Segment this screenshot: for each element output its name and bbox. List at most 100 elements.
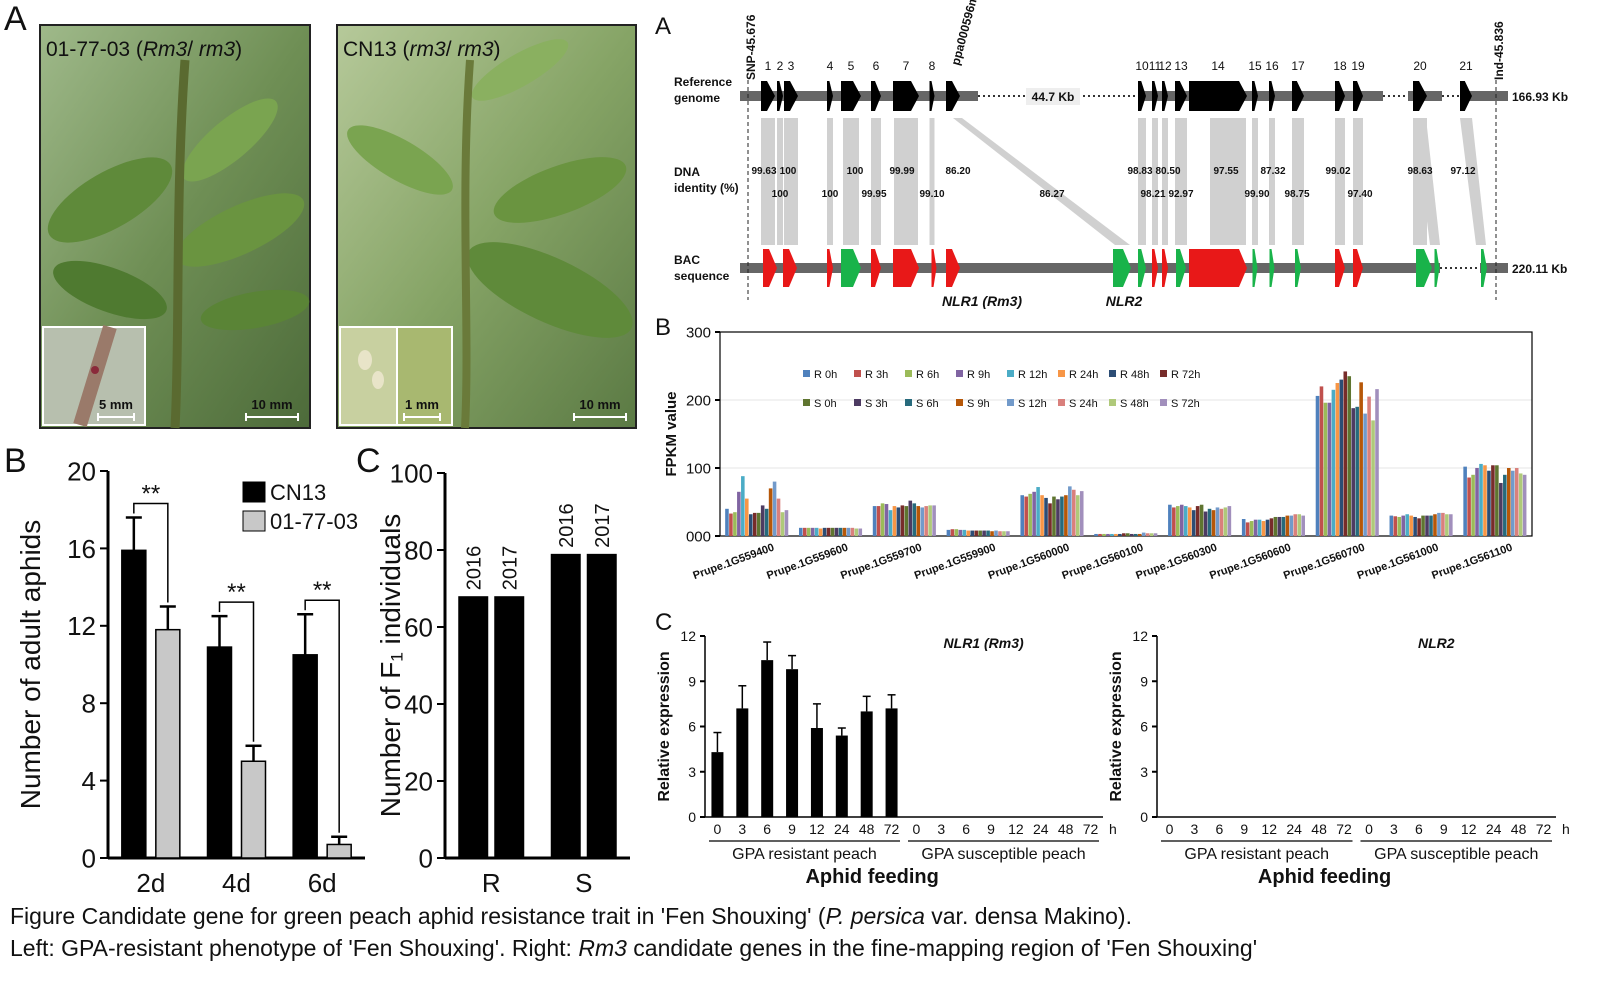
bar [896,507,901,536]
photo [336,24,637,429]
bar [1114,533,1118,536]
photo-label: CN13 (rm3/ rm3) [343,38,501,61]
bar [1401,515,1406,536]
legend-label: R 3h [865,369,888,381]
caption-line-part: P. persica [826,903,925,929]
bar [292,654,318,859]
x-tick-label: 72 [1336,821,1352,837]
bar [1227,506,1232,536]
bar [1503,474,1507,536]
x-tick-label: 6 [763,821,771,837]
bar [1359,382,1363,536]
legend-swatch [242,510,266,532]
bar [1056,499,1060,536]
x-tick-label: 12 [1261,821,1277,837]
bar [1285,515,1290,536]
bar [733,512,737,536]
bar [1413,516,1417,536]
bar [1223,507,1228,536]
panel-label: C [655,609,672,636]
bar [1002,531,1006,536]
identity-band [1292,118,1304,245]
bar [1343,371,1348,536]
bar [1479,463,1483,536]
bar [1417,518,1421,536]
gene-label: 11 [1149,59,1162,73]
gene [1189,249,1247,287]
gene [783,249,797,287]
identity-label: 92.97 [1168,189,1193,200]
panel-label: C [356,442,381,480]
caption-line: Figure Candidate gene for green peach ap… [10,903,1132,929]
gene-name: NLR2 [1106,293,1143,309]
bar [908,500,913,536]
identity-label: 99.63 [751,166,776,177]
legend-swatch [1109,370,1116,377]
caption-line-part: var. densa Makino). [925,903,1132,929]
x-tick-label: 0 [913,821,921,837]
caption-line: Left: GPA-resistant phenotype of 'Fen Sh… [10,935,1257,961]
caption-line-part: Left: GPA-resistant phenotype of 'Fen Sh… [10,935,578,961]
gene [1152,81,1158,111]
x-axis-label: Aphid feeding [805,866,938,888]
bar [240,760,267,859]
track-label: BAC [674,253,700,267]
gene [893,81,919,111]
gene [763,249,777,287]
gene-label: 13 [1174,59,1188,73]
panel-label: B [655,314,671,341]
legend-label: R 6h [916,369,939,381]
identity-band [1353,118,1363,245]
gene [1481,249,1487,287]
legend-swatch [1007,370,1014,377]
bar [1405,514,1409,536]
identity-band [784,118,798,245]
gene [784,81,798,111]
bar [885,708,898,817]
gene-label: 2 [777,59,784,73]
gene-label: 15 [1248,59,1262,73]
bar [1141,532,1146,536]
x-tick-label: 72 [1083,821,1099,837]
x-tick-label: 48 [859,821,875,837]
gene [1353,81,1363,111]
bar [932,505,936,536]
bar-label: 2016 [463,546,485,591]
gene-label: 12 [1158,59,1172,73]
group-label: GPA susceptible peach [921,846,1085,863]
bar [1467,477,1471,536]
y-tick-label: 12 [67,611,96,641]
legend-label: 01-77-03 [270,509,358,534]
y-axis-label: Relative expression [1108,651,1125,801]
gene [1252,81,1258,111]
scale-bar-label: 10 mm [579,397,620,412]
bar [1195,506,1200,536]
identity-band [827,118,833,245]
legend-label: R 24h [1069,369,1098,381]
bar [1110,533,1114,536]
y-tick-label: 4 [82,766,96,796]
bar [1219,508,1224,536]
gene-label: 4 [827,59,834,73]
gene [1460,81,1472,111]
bar [1020,495,1025,536]
photo-label-part: / [446,38,458,61]
y-tick-label: 3 [1140,764,1148,780]
bar [1429,515,1433,536]
x-tick-label: 0 [1166,821,1174,837]
bar [1495,465,1499,536]
identity-label: 80.50 [1155,166,1180,177]
bar [826,527,831,536]
bar [1094,533,1098,536]
legend-label: S 0h [814,398,837,410]
bar [1048,503,1052,536]
bar-label: 2017 [592,503,614,548]
significance-label: ** [227,579,246,606]
track-label: sequence [674,269,730,283]
bar [950,529,955,536]
caption-line-part: Rm3 [578,935,627,961]
gene-label: 18 [1333,59,1347,73]
bar [1277,516,1282,536]
identity-band [929,118,935,245]
bar [876,506,881,536]
